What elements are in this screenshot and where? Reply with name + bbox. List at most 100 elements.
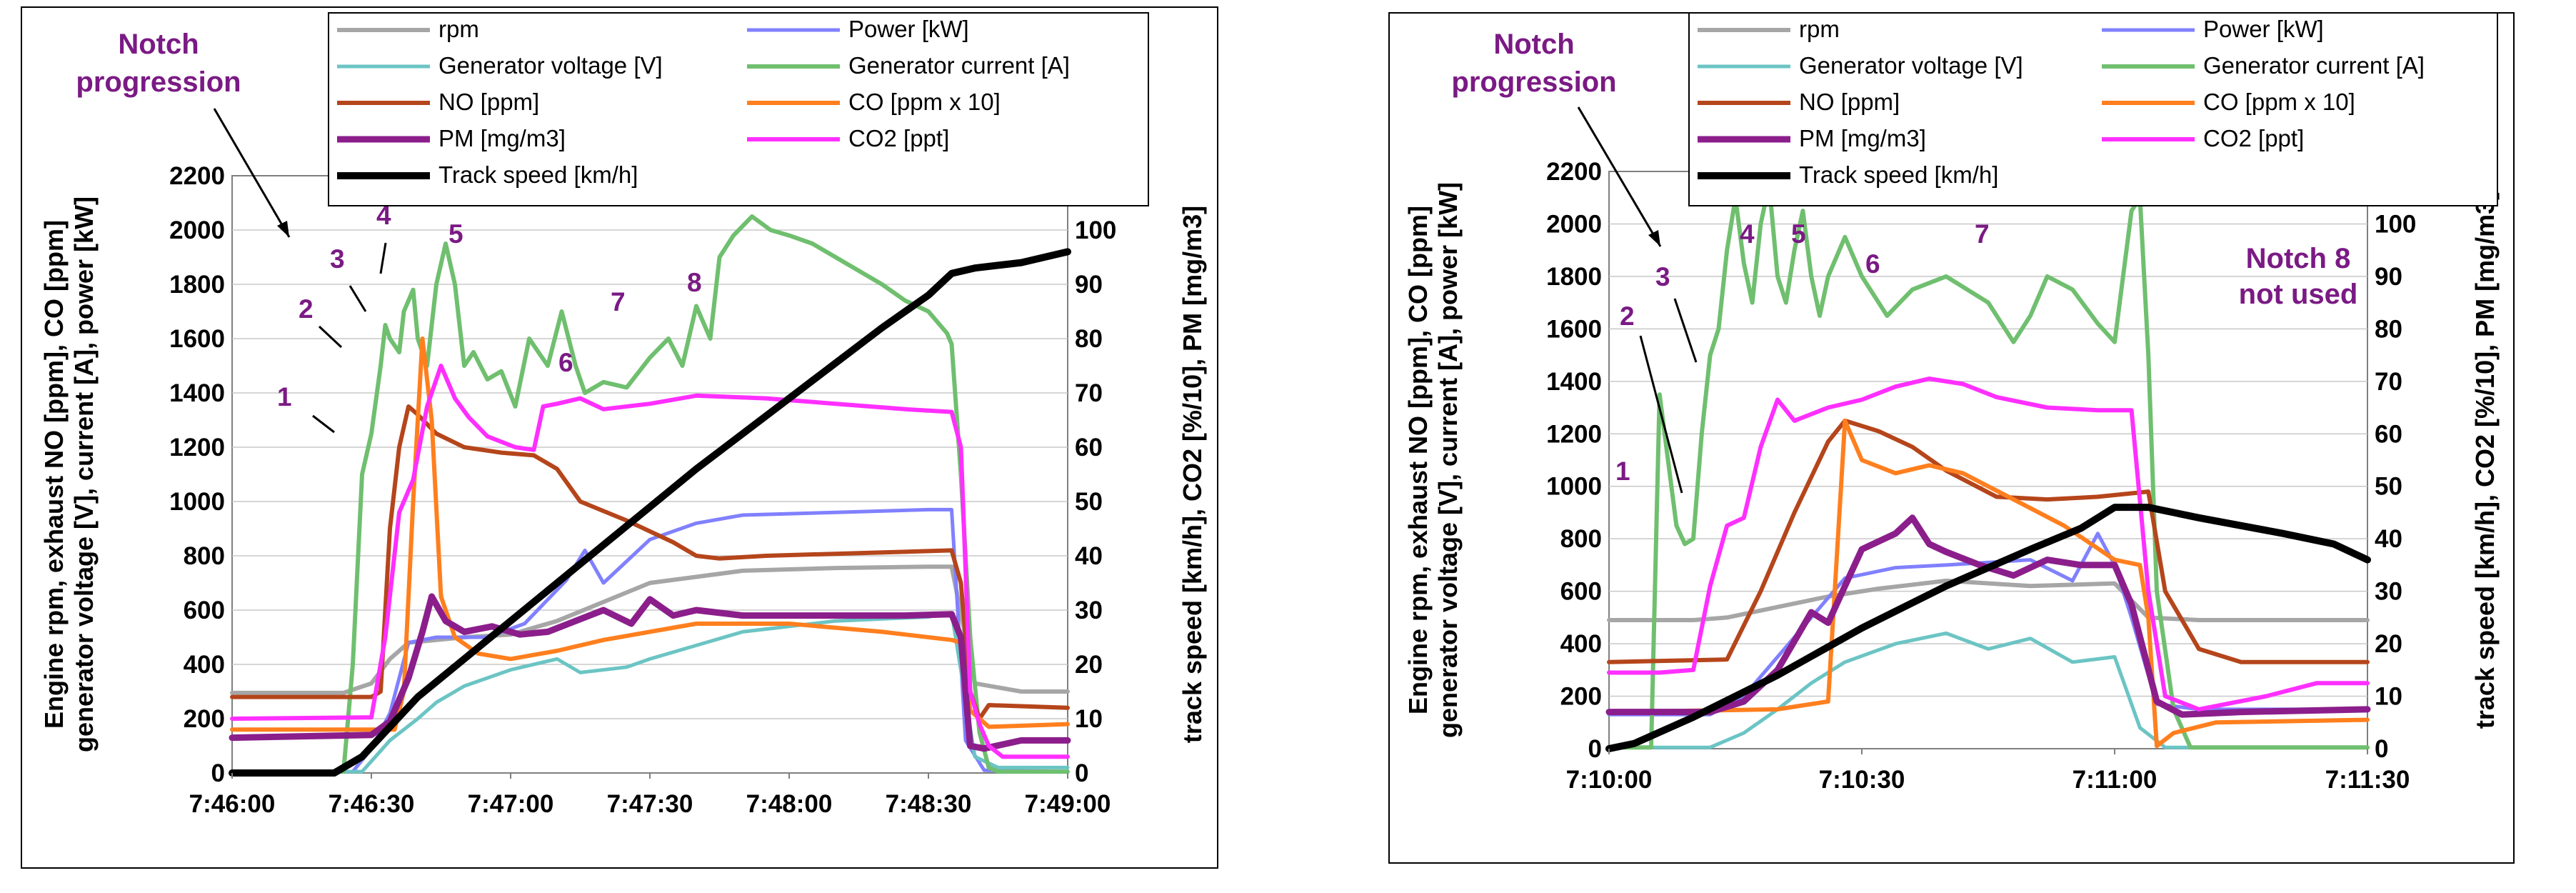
chart-1-annotation-arrow <box>213 108 291 238</box>
notch-arrow-3 <box>1673 298 1698 363</box>
left-tick-label: 1000 <box>169 488 225 516</box>
left-tick-label: 600 <box>184 597 225 624</box>
chart-2-right-axis-title: track speed [km/h], CO2 [%/10], PM [mg/m… <box>2470 191 2500 729</box>
chart-2-gridlines <box>1609 223 2367 697</box>
chart-2-annotation-arrowhead <box>1648 230 1660 246</box>
right-tick-label: 90 <box>2375 263 2402 291</box>
legend-label-power-kw: Power [kW] <box>2203 16 2324 42</box>
x-tick-label: 7:46:00 <box>189 790 276 818</box>
right-tick-label: 0 <box>2375 735 2388 763</box>
notch-label-7: 7 <box>1975 219 1990 249</box>
chart-2-plot-area <box>1608 171 2368 749</box>
x-tick-label: 7:11:30 <box>2325 766 2410 794</box>
x-tick-label: 7:10:00 <box>1566 766 1653 794</box>
left-tick-label: 1000 <box>1546 473 1602 501</box>
chart-2-x-ticks: 7:10:00 7:10:30 7:11:00 7:11:30 <box>1566 749 2410 794</box>
notch-arrow-1 <box>312 414 335 434</box>
notch-arrow-3 <box>349 285 367 312</box>
chart-1-plot-area <box>231 175 1068 774</box>
notch-label-1: 1 <box>1615 457 1630 486</box>
series-line-co2-ppt <box>1607 376 2370 712</box>
chart-1-left-axis-title-line2: generator voltage [V], current [A], powe… <box>69 196 99 752</box>
legend-label-co-ppm-x-10: CO [ppm x 10] <box>848 89 1001 115</box>
notch-label-2: 2 <box>1620 301 1635 331</box>
left-tick-label: 800 <box>1560 525 1602 553</box>
right-tick-label: 10 <box>2375 683 2402 711</box>
legend-label-track-speed-km-h: Track speed [km/h] <box>1799 161 1998 188</box>
left-tick-label: 1400 <box>1546 368 1602 396</box>
x-tick-label: 7:11:00 <box>2073 766 2157 794</box>
left-tick-label: 1800 <box>1546 263 1602 291</box>
legend-label-generator-current-a: Generator current [A] <box>848 52 1070 79</box>
chart-1-left-ticks: 0 200 400 600 800 1000 1200 1400 1600 1800 2000 220… <box>169 162 225 787</box>
legend-label-track-speed-km-h: Track speed [km/h] <box>438 161 638 188</box>
right-tick-label: 70 <box>1075 379 1103 407</box>
left-tick-label: 2000 <box>1546 210 1602 238</box>
chart-2-left-axis-title-line1: Engine rpm, exhaust NO [ppm], CO [ppm] <box>1403 206 1433 714</box>
notch-label-7: 7 <box>611 287 626 316</box>
series-line-pm-mg-m3 <box>229 593 1071 752</box>
legend-label-no-ppm: NO [ppm] <box>1799 89 1900 115</box>
chart-1-series-group <box>229 214 1071 777</box>
notch-label-3: 3 <box>1655 262 1670 291</box>
notch-label-6: 6 <box>1865 249 1880 279</box>
right-tick-label: 50 <box>2375 473 2402 501</box>
left-tick-label: 1800 <box>169 271 225 299</box>
left-tick-label: 200 <box>1560 683 1602 711</box>
chart-1-annotation-line2: progression <box>76 66 241 98</box>
right-tick-label: 40 <box>2375 525 2402 553</box>
legend-label-co-ppm-x-10: CO [ppm x 10] <box>2203 89 2355 115</box>
chart-1-x-ticks: 7:46:00 7:46:30 7:47:00 7:47:30 7:48:00 7:48:… <box>189 773 1111 818</box>
chart-2-notch-labels: 1 2 3 4 5 6 7 <box>1615 219 1990 494</box>
left-tick-label: 400 <box>1560 630 1602 658</box>
legend-label-co2-ppt: CO2 [ppt] <box>848 125 949 151</box>
notch-arrow-2 <box>318 325 343 349</box>
series-line-generator-voltage-v <box>1607 631 2370 749</box>
left-tick-label: 1200 <box>169 434 225 462</box>
chart-2-series-group <box>1605 182 2371 752</box>
x-tick-label: 7:49:00 <box>1025 790 1111 818</box>
left-tick-label: 2000 <box>169 216 225 244</box>
notch-label-2: 2 <box>299 294 314 324</box>
series-line-power-kw <box>230 507 1070 774</box>
notch-arrow-4 <box>379 242 387 274</box>
series-line-rpm <box>1607 578 2370 622</box>
chart-2-side-note-line1: Notch 8 <box>2246 243 2351 274</box>
right-tick-label: 60 <box>1075 434 1103 462</box>
legend-label-power-kw: Power [kW] <box>848 16 969 42</box>
left-tick-label: 0 <box>1588 735 1602 763</box>
series-line-generator-current-a <box>1607 182 2370 750</box>
chart-2-annotation-line2: progression <box>1451 66 1616 98</box>
left-tick-label: 2200 <box>1546 158 1602 186</box>
right-tick-label: 20 <box>2375 630 2402 658</box>
notch-label-1: 1 <box>277 382 292 411</box>
x-tick-label: 7:47:00 <box>468 790 554 818</box>
series-line-no-ppm <box>230 404 1070 721</box>
chart-1-legend-box <box>328 12 1149 206</box>
series-line-pm-mg-m3 <box>1605 514 2371 718</box>
legend-label-generator-voltage-v: Generator voltage [V] <box>438 52 663 79</box>
left-tick-label: 800 <box>184 542 225 570</box>
series-line-track-speed-km-h <box>1605 504 2371 752</box>
legend-label-generator-current-a: Generator current [A] <box>2203 52 2425 79</box>
right-tick-label: 90 <box>1075 271 1103 299</box>
series-line-track-speed-km-h <box>229 248 1071 777</box>
left-tick-label: 1600 <box>169 325 225 353</box>
chart-1-annotation-line1: Notch <box>118 29 199 60</box>
legend-label-pm-mg-m3: PM [mg/m3] <box>438 125 566 151</box>
chart-2-left-ticks: 0 200 400 600 800 1000 1200 1400 1600 1800 2000 220… <box>1546 158 1602 763</box>
right-tick-label: 100 <box>2375 210 2416 238</box>
right-tick-label: 50 <box>1075 488 1103 516</box>
x-tick-label: 7:47:30 <box>607 790 693 818</box>
notch-label-8: 8 <box>687 268 702 297</box>
right-tick-label: 70 <box>2375 368 2402 396</box>
chart-1: 0200400600800100012001400160018002000220… <box>21 6 1218 869</box>
right-tick-label: 60 <box>2375 420 2402 448</box>
right-tick-label: 40 <box>1075 542 1103 570</box>
right-tick-label: 20 <box>1075 651 1103 679</box>
chart-2-side-note-line2: not used <box>2239 279 2358 310</box>
legend-label-no-ppm: NO [ppm] <box>438 89 539 115</box>
series-line-co2-ppt <box>230 364 1070 759</box>
left-tick-label: 1400 <box>169 379 225 407</box>
chart-1-right-axis-title: track speed [km/h], CO2 [%/10], PM [mg/m… <box>1178 206 1207 743</box>
